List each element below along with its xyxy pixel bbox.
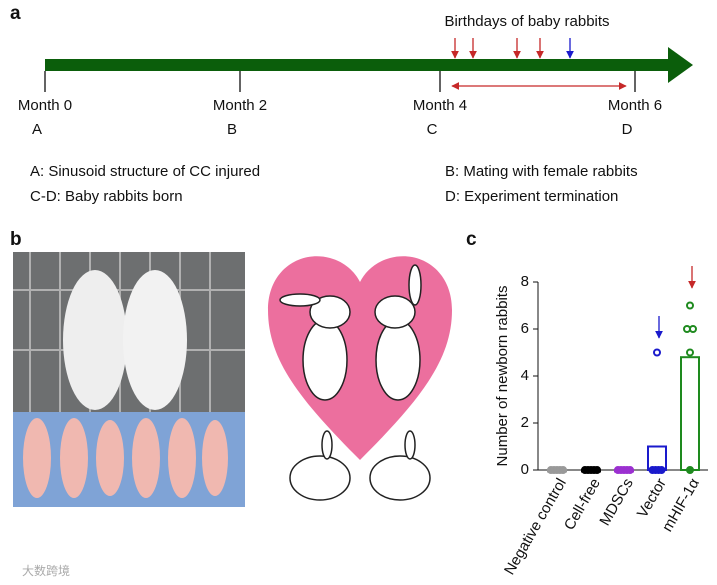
stage-letter: D <box>622 121 633 138</box>
data-point <box>626 466 634 474</box>
chart: 0 2 4 6 8 Number of newborn rabbits Negative c… <box>494 266 708 578</box>
heart <box>268 256 452 460</box>
data-point <box>689 325 697 333</box>
stage-letter: C <box>427 121 438 138</box>
data-point <box>657 466 666 474</box>
note: A: Sinusoid structure of CC injured <box>30 163 260 180</box>
stage-letter: B <box>227 121 237 138</box>
month-label: Month 2 <box>213 97 267 114</box>
y-tick-label: 4 <box>521 367 529 384</box>
timeline-title: Birthdays of baby rabbits <box>444 13 609 30</box>
note: D: Experiment termination <box>445 188 618 205</box>
note: B: Mating with female rabbits <box>445 163 638 180</box>
data-point <box>653 348 661 357</box>
rabbit <box>123 270 187 410</box>
month-label: Month 6 <box>608 97 662 114</box>
note: C-D: Baby rabbits born <box>30 188 183 205</box>
timeline-labels: Month 0 A Month 2 B Month 4 C Month 6 D <box>18 71 662 138</box>
panel-label: a <box>10 3 21 24</box>
baby-rabbits <box>23 418 228 498</box>
y-tick-label: 6 <box>521 320 529 337</box>
panel-label: c <box>466 229 477 250</box>
panel-label: b <box>10 229 22 250</box>
month-label: Month 4 <box>413 97 467 114</box>
watermark: 大数跨境 <box>22 563 70 578</box>
x-tick-label: Vector <box>634 475 670 520</box>
data-point <box>686 348 694 357</box>
y-tick-label: 0 <box>521 461 529 478</box>
y-axis-label: Number of newborn rabbits <box>494 286 511 467</box>
birth-arrows <box>451 38 627 90</box>
y-tick-label: 2 <box>521 414 529 431</box>
x-tick-label: Negative control <box>501 475 570 577</box>
bar <box>680 356 700 472</box>
stage-letter: A <box>32 121 42 138</box>
data-point <box>559 466 567 474</box>
data-point <box>593 466 601 474</box>
timeline-bar <box>45 59 670 71</box>
y-tick-label: 8 <box>521 273 529 290</box>
rabbit <box>63 270 127 410</box>
data-point <box>686 301 694 310</box>
data-point <box>686 466 694 474</box>
month-label: Month 0 <box>18 97 72 114</box>
cartoon-rabbits <box>279 264 431 501</box>
timeline-arrowhead <box>668 47 693 83</box>
